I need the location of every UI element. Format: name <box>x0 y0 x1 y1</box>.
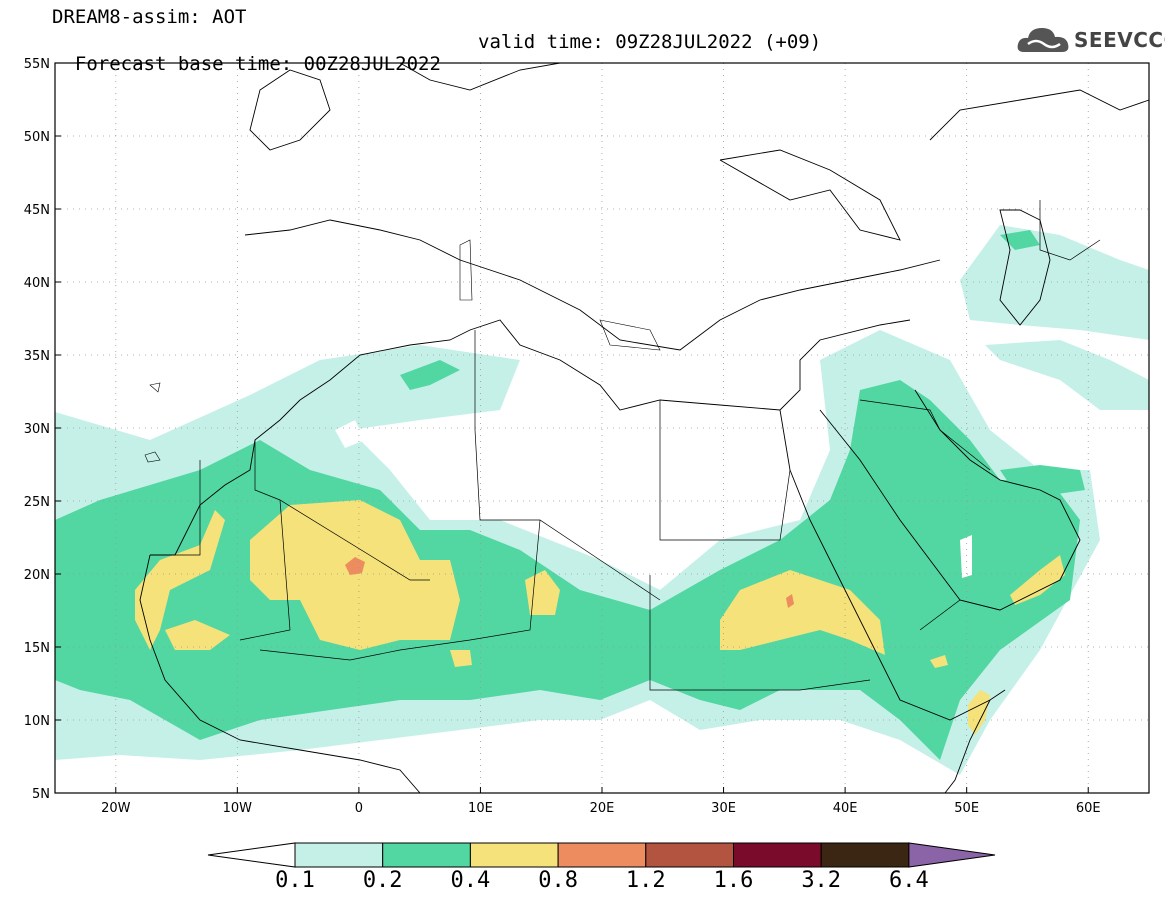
logo-text: SEEVCCC <box>1074 28 1165 52</box>
aot-band-0.4-somalia <box>968 690 990 735</box>
cloud-icon <box>1017 28 1069 52</box>
forecast-base-time: Forecast base time: 00Z28JUL2022 valid t… <box>52 31 821 97</box>
lon-tick-label: 0 <box>355 801 363 816</box>
lon-tick-label: 20W <box>101 801 131 816</box>
aot-band-0.1-north <box>960 225 1149 340</box>
aot-band-0.4-sudan <box>720 570 885 655</box>
aot-band-0.4-wafrica <box>165 620 230 650</box>
aot-band-clear-2 <box>960 535 972 578</box>
colorbar-label: 1.2 <box>625 868 666 893</box>
graticule <box>55 63 1149 793</box>
lon-tick-label: 20E <box>590 801 615 816</box>
lat-tick-label: 55N <box>24 57 50 72</box>
lon-tick-label: 50E <box>954 801 979 816</box>
colorbar-swatch <box>820 842 910 868</box>
valid-time-text: valid time: 09Z28JUL2022 (+09) <box>478 31 822 53</box>
lat-tick-label: 45N <box>24 203 50 218</box>
latitude-labels: 55N 50N 45N 40N 35N 30N 25N 20N 15N 10N 5N <box>24 57 61 802</box>
aot-band-0.2-caspian <box>1000 230 1040 250</box>
seevccc-logo: SEEVCCC <box>1016 22 1165 58</box>
colorbar-overflow <box>908 842 996 868</box>
lat-tick-label: 25N <box>24 495 50 510</box>
lat-tick-label: 5N <box>32 787 50 802</box>
colorbar-label: 0.4 <box>450 868 491 893</box>
lat-tick-label: 40N <box>24 276 50 291</box>
colorbar-label: 0.8 <box>538 868 578 893</box>
aot-band-0.2-morocco <box>400 360 460 390</box>
country-borders <box>150 200 1101 691</box>
aot-band-0.8-sudan <box>786 594 794 608</box>
lat-tick-label: 20N <box>24 568 50 583</box>
colorbar-swatch <box>382 842 471 868</box>
aot-band-clear-1 <box>335 420 365 448</box>
colorbar-swatch <box>294 842 384 868</box>
aot-band-0.4-nigeria <box>450 650 472 667</box>
colorbar-label: 6.4 <box>889 868 929 893</box>
aot-band-0.4-chad <box>525 570 560 615</box>
aot-band-0.4-sahara <box>250 500 460 650</box>
base-time-text: Forecast base time: 00Z28JUL2022 <box>74 53 441 75</box>
lon-tick-label: 60E <box>1076 801 1101 816</box>
aot-band-0.8-mali <box>345 557 365 575</box>
colorbar <box>207 842 996 868</box>
lat-tick-label: 10N <box>24 714 50 729</box>
coastlines <box>139 63 1149 793</box>
lat-tick-label: 35N <box>24 349 50 364</box>
lat-tick-label: 50N <box>24 130 50 145</box>
colorbar-label: 3.2 <box>801 868 842 893</box>
aot-band-0.4-oman <box>1010 555 1065 605</box>
lat-tick-label: 15N <box>24 641 50 656</box>
colorbar-label: 0.2 <box>362 868 403 893</box>
lat-tick-label: 30N <box>24 422 50 437</box>
colorbar-swatch <box>645 842 734 868</box>
longitude-labels: 20W 10W 0 10E 20E 30E 40E 50E 60E <box>101 787 1101 816</box>
aot-band-0.1-iran <box>985 340 1149 410</box>
colorbar-swatch <box>733 842 822 868</box>
lon-tick-label: 40E <box>833 801 858 816</box>
aot-fields <box>55 225 1149 775</box>
lon-tick-label: 10W <box>223 801 253 816</box>
lon-tick-label: 30E <box>711 801 736 816</box>
lon-tick-label: 10E <box>468 801 493 816</box>
colorbar-label: 0.1 <box>275 868 315 893</box>
lakes-islands <box>144 239 661 463</box>
aot-band-0.2-gulf <box>1000 465 1085 495</box>
colorbar-swatch <box>469 842 559 868</box>
colorbar-underflow <box>207 842 296 868</box>
aot-band-0.4-west <box>135 510 225 650</box>
colorbar-label: 1.6 <box>713 868 754 893</box>
colorbar-swatch <box>557 842 647 868</box>
aot-band-0.4-yemen <box>930 655 948 668</box>
aot-band-0.2 <box>55 380 1080 760</box>
map-title: DREAM8-assim: AOT <box>52 6 247 28</box>
